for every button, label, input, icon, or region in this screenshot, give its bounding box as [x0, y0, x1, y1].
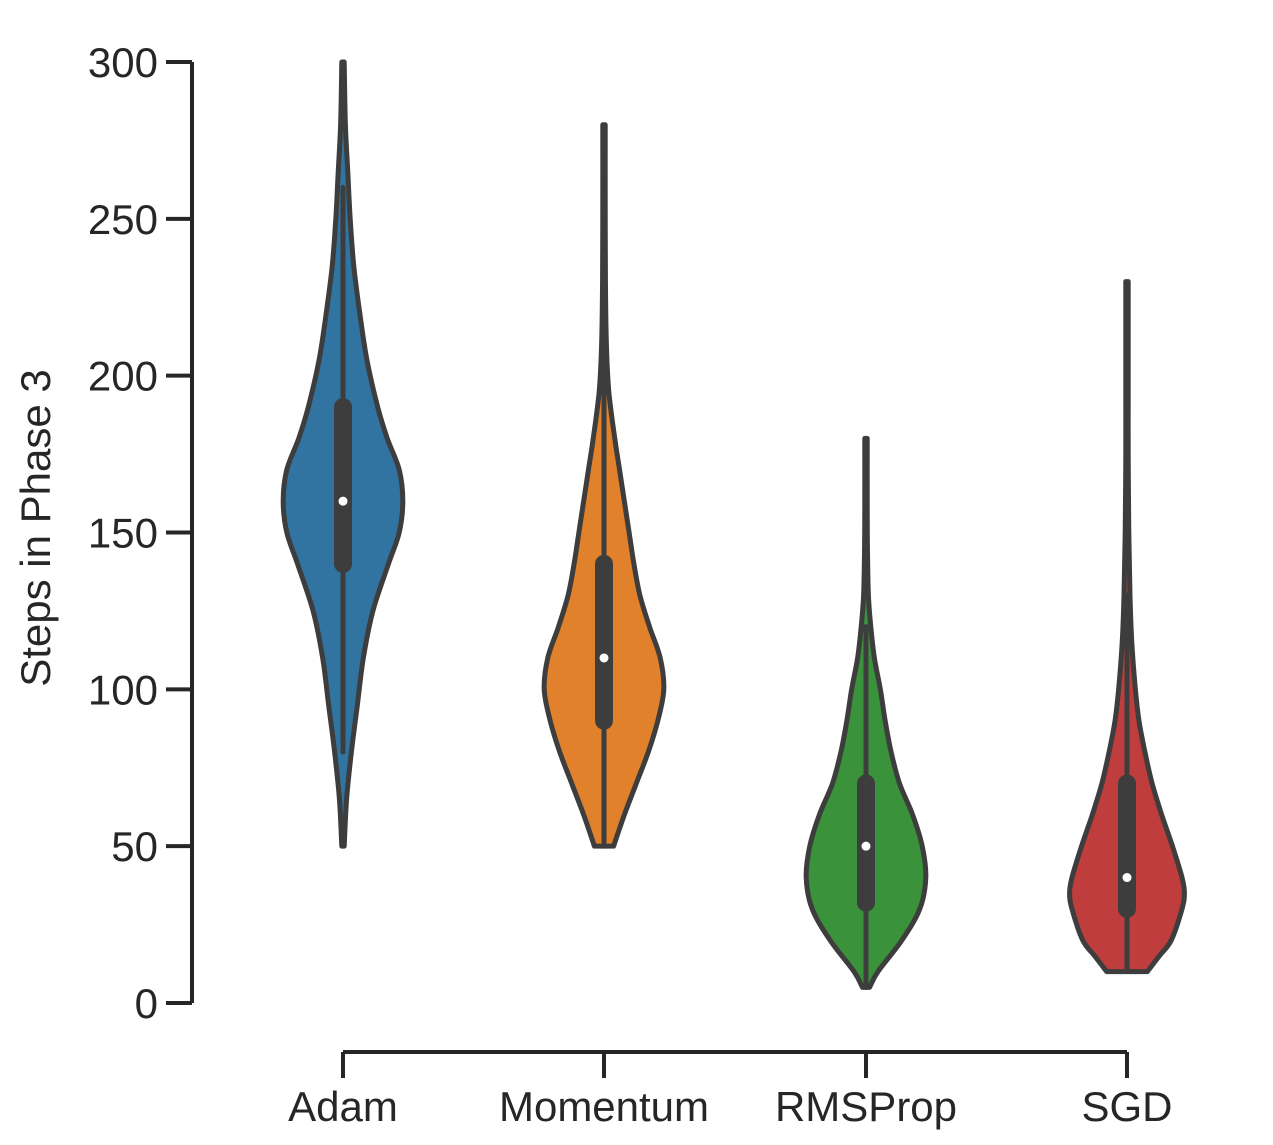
median-point-momentum: [599, 653, 609, 663]
y-tick-label: 300: [88, 39, 158, 86]
violins-layer: [280, 59, 1187, 990]
x-axis: Adam Momentum RMSProp SGD: [288, 1050, 1173, 1130]
y-tick-label: 0: [135, 980, 158, 1027]
violin-rmsprop: [803, 435, 929, 990]
median-point-adam: [338, 496, 348, 506]
x-tick-label-rmsprop: RMSProp: [775, 1083, 957, 1130]
violin-sgd: [1067, 279, 1187, 975]
y-tick-label: 150: [88, 510, 158, 557]
violin-adam: [280, 59, 406, 849]
y-tick-label: 50: [111, 823, 158, 870]
y-tick-label: 200: [88, 353, 158, 400]
x-tick-label-momentum: Momentum: [499, 1083, 709, 1130]
y-tick-label: 100: [88, 666, 158, 713]
y-axis-label: Steps in Phase 3: [12, 369, 59, 687]
median-point-rmsprop: [861, 841, 871, 851]
y-axis: 0 50 100 150 200 250 300: [88, 39, 194, 1027]
x-tick-label-adam: Adam: [288, 1083, 398, 1130]
y-tick-label: 250: [88, 196, 158, 243]
median-point-sgd: [1122, 873, 1132, 883]
violin-momentum: [541, 122, 667, 849]
x-tick-label-sgd: SGD: [1081, 1083, 1172, 1130]
